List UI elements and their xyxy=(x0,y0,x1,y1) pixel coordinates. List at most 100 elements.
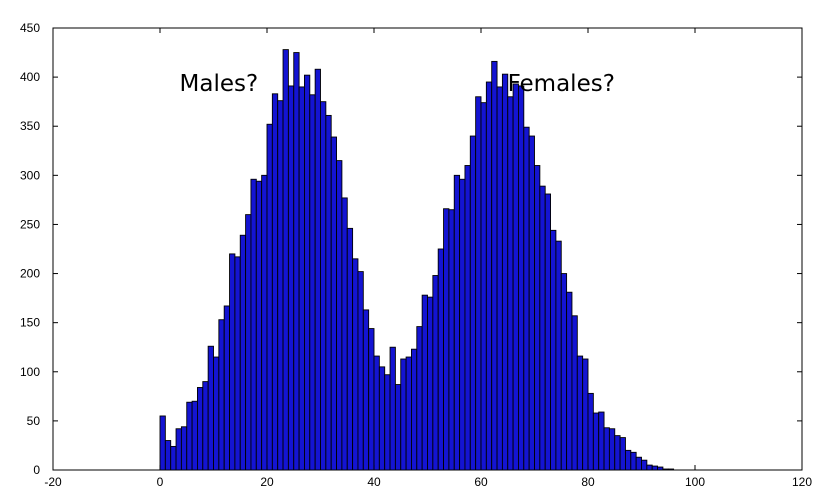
y-tick-label: 0 xyxy=(33,463,40,477)
x-tick-label: 20 xyxy=(260,475,274,489)
histogram-bar xyxy=(314,68,321,471)
histogram-bar xyxy=(207,345,214,471)
histogram-bar xyxy=(191,400,198,471)
histogram-bar xyxy=(218,319,225,471)
histogram-bar xyxy=(443,208,450,471)
histogram-bar xyxy=(245,214,252,471)
histogram-bar xyxy=(400,358,407,471)
histogram-bar xyxy=(507,96,514,471)
x-tick-label: -20 xyxy=(44,475,62,489)
histogram-bar xyxy=(213,356,220,471)
histogram-bar xyxy=(592,412,600,471)
histogram-bar xyxy=(330,136,338,471)
y-tick-label: 300 xyxy=(20,168,40,182)
x-tick-label: 100 xyxy=(685,475,705,489)
histogram-bar xyxy=(229,253,236,471)
histogram-bar xyxy=(186,401,193,471)
histogram-bar xyxy=(170,445,177,471)
histogram-bar xyxy=(571,315,578,471)
histogram-bar xyxy=(501,73,509,471)
histogram-bar xyxy=(512,83,519,471)
histogram-bar xyxy=(298,86,305,471)
histogram-bar xyxy=(309,94,316,471)
histogram-bar xyxy=(175,428,182,471)
histogram-bar xyxy=(496,86,503,471)
histogram-bar xyxy=(421,294,428,471)
histogram-bar xyxy=(234,256,241,471)
histogram-bar xyxy=(614,435,621,471)
x-axis: -20 0 20 40 60 80 100 120 xyxy=(44,28,812,489)
histogram-bar xyxy=(539,185,546,471)
histogram-bar xyxy=(475,96,482,471)
histogram-bar xyxy=(352,258,359,471)
x-tick-label: 80 xyxy=(581,475,595,489)
histogram-bar xyxy=(437,248,445,471)
histogram-bar xyxy=(432,275,439,471)
histogram-bar xyxy=(180,426,188,471)
histogram-bar xyxy=(239,234,247,471)
histogram-bar xyxy=(480,102,487,471)
histogram-bar xyxy=(202,381,209,471)
x-tick-label: 60 xyxy=(474,475,488,489)
histogram-bar xyxy=(250,178,257,471)
histogram-bar xyxy=(255,180,263,471)
histogram-bar xyxy=(555,240,562,471)
x-tick-label: 0 xyxy=(157,475,164,489)
histogram-bar xyxy=(416,326,423,471)
histogram-bar xyxy=(544,193,552,471)
histogram-bar xyxy=(277,100,284,471)
histogram-bar xyxy=(582,358,589,471)
histogram-bar xyxy=(341,197,348,471)
annotations-group: Males? Females? xyxy=(180,71,615,97)
histogram-bar xyxy=(534,165,541,471)
histogram-bar xyxy=(641,459,648,471)
histogram-bar xyxy=(566,291,573,471)
y-axis: 0 50 100 150 200 250 300 350 400 450 xyxy=(20,21,802,477)
y-tick-label: 200 xyxy=(20,267,40,281)
histogram-bar xyxy=(373,355,380,471)
x-tick-label: 40 xyxy=(367,475,381,489)
histogram-bar xyxy=(159,415,166,471)
histogram-bar xyxy=(261,174,268,471)
histogram-bar xyxy=(528,135,535,471)
x-tick-label: 120 xyxy=(792,475,812,489)
y-tick-label: 50 xyxy=(27,414,41,428)
histogram-bar xyxy=(635,456,642,471)
histogram-bar xyxy=(560,273,568,471)
histogram-bar xyxy=(223,305,230,471)
histogram-bar xyxy=(619,437,626,471)
histogram-bar xyxy=(368,328,375,471)
histogram-bar xyxy=(523,126,530,471)
histogram-bar xyxy=(384,374,391,471)
histogram-bar xyxy=(282,49,289,471)
histogram-bar xyxy=(657,466,664,471)
histogram-bar xyxy=(587,392,594,471)
histogram-bar xyxy=(453,174,461,471)
histogram-bar xyxy=(448,209,455,471)
histogram-bar xyxy=(357,271,364,471)
histogram-bar xyxy=(518,85,525,471)
histogram-bar xyxy=(646,464,653,471)
histogram-bar xyxy=(464,165,471,471)
annotation-label: Females? xyxy=(508,71,615,97)
histogram-bar xyxy=(469,135,477,471)
y-tick-label: 400 xyxy=(20,70,40,84)
histogram-bar xyxy=(196,387,204,471)
histogram-bar xyxy=(320,101,327,471)
histogram-bar xyxy=(389,346,396,471)
histogram-bar xyxy=(598,411,605,471)
y-tick-label: 100 xyxy=(20,365,40,379)
histogram-bar xyxy=(378,366,386,471)
histogram-bar xyxy=(625,449,632,471)
histogram-bar xyxy=(662,468,669,471)
y-tick-label: 350 xyxy=(20,119,40,133)
histogram-bar xyxy=(603,427,610,471)
histogram-bar xyxy=(630,451,637,471)
histogram-bar xyxy=(405,356,412,471)
histogram-bar xyxy=(325,114,332,471)
histogram-bar xyxy=(394,384,402,471)
histogram-bar xyxy=(346,227,354,471)
histogram-bar xyxy=(266,123,273,471)
histogram-bar xyxy=(485,81,493,471)
